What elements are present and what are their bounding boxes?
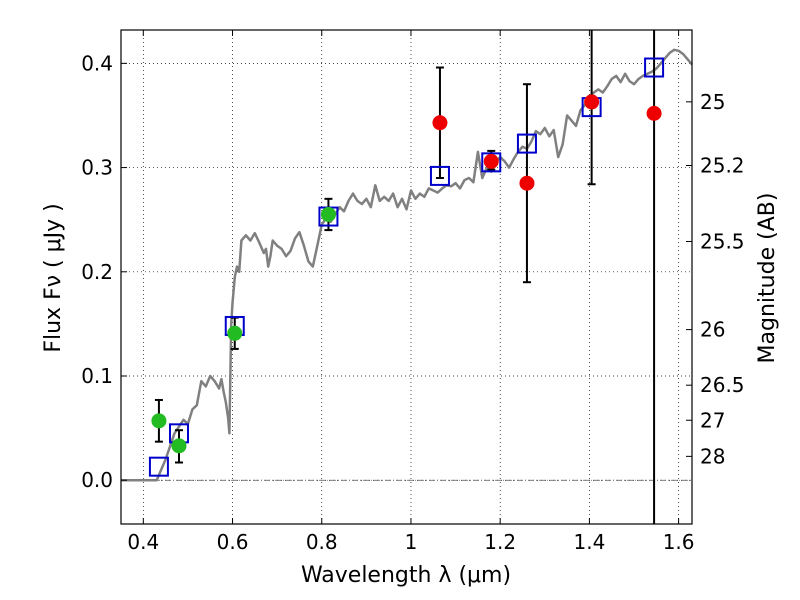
x-tick-label: 1.4 bbox=[573, 530, 605, 554]
optical-point bbox=[151, 413, 167, 429]
nir-point bbox=[483, 153, 499, 169]
grid-lines bbox=[121, 30, 692, 524]
x-tick-label: 0.8 bbox=[306, 530, 338, 554]
nir-point bbox=[432, 115, 448, 131]
x-axis-label: Wavelength λ (μm) bbox=[301, 563, 511, 588]
nir-point bbox=[584, 94, 600, 110]
optical-point bbox=[171, 438, 187, 454]
nir-point bbox=[519, 175, 535, 191]
axis-ticks: 0.4 0.6 0.8 1 1.2 1.4 1.6 0.0 0.1 0.2 0.3 0.4 25 25.2… bbox=[81, 30, 745, 554]
model-photometry-square bbox=[644, 57, 665, 78]
y2-tick-label: 28 bbox=[700, 444, 725, 468]
y2-tick-label: 25.2 bbox=[700, 153, 745, 177]
y-axis-label: Flux Fν ( μJy ) bbox=[41, 203, 66, 352]
y2-tick-label: 27 bbox=[700, 408, 725, 432]
y-tick-label: 0.1 bbox=[81, 364, 113, 388]
y2-tick-label: 26.5 bbox=[700, 373, 745, 397]
series-layer bbox=[121, 30, 693, 524]
y-tick-label: 0.2 bbox=[81, 260, 113, 284]
x-tick-label: 1.2 bbox=[484, 530, 516, 554]
y-tick-label: 0.4 bbox=[81, 51, 113, 75]
y2-axis-label: Magnitude (AB) bbox=[755, 193, 780, 364]
x-tick-label: 0.4 bbox=[127, 530, 159, 554]
optical-point bbox=[320, 206, 336, 222]
model-photometry-square bbox=[516, 133, 537, 154]
model-sed-line bbox=[121, 48, 693, 482]
model-photometry-square bbox=[481, 152, 502, 173]
x-tick-label: 1.6 bbox=[663, 530, 695, 554]
model-photometry-square bbox=[148, 456, 169, 477]
optical-point bbox=[227, 325, 243, 341]
model-photometry-square bbox=[429, 165, 450, 186]
y2-tick-label: 26 bbox=[700, 318, 725, 342]
y2-tick-label: 25 bbox=[700, 90, 725, 114]
y-tick-label: 0.0 bbox=[81, 468, 113, 492]
plot-frame bbox=[120, 29, 693, 525]
nir-point bbox=[646, 105, 662, 121]
x-tick-label: 0.6 bbox=[217, 530, 249, 554]
x-tick-label: 1 bbox=[405, 530, 418, 554]
y2-tick-label: 25.5 bbox=[700, 229, 745, 253]
y-tick-label: 0.3 bbox=[81, 156, 113, 180]
